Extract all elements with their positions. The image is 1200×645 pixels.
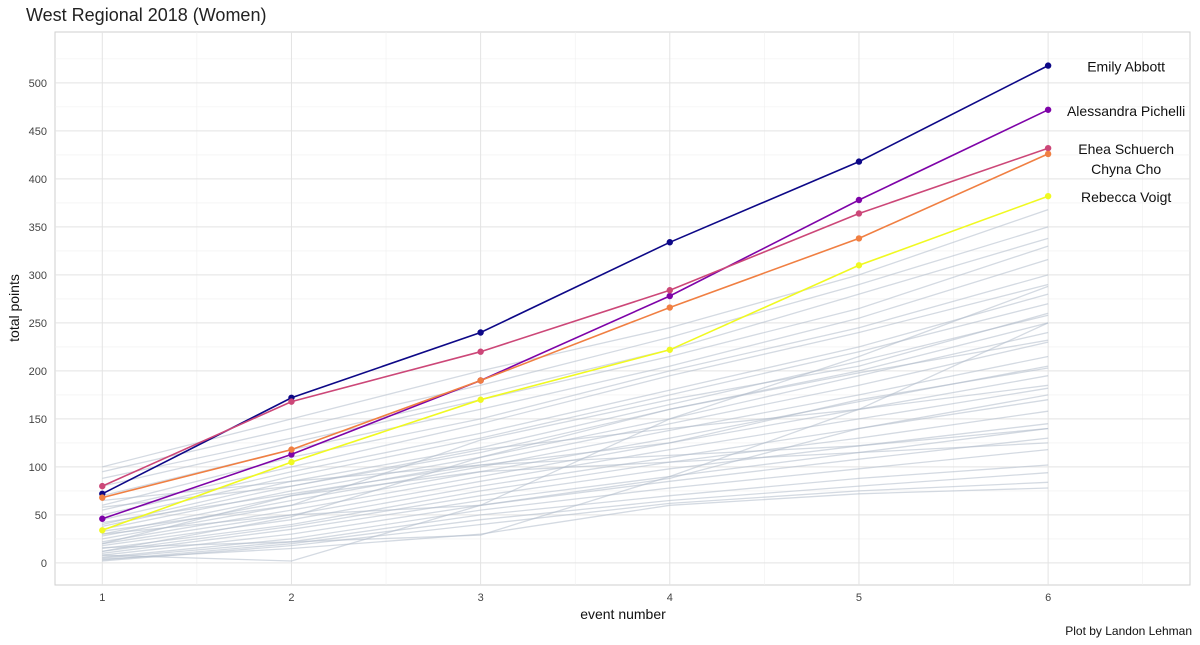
y-tick-label: 100 [29,462,47,474]
series-point [666,346,673,353]
series-line [102,153,1049,499]
series-end-label: Chyna Cho [1091,161,1161,177]
series-point [855,196,863,204]
series-line [101,64,1049,495]
background-series-line [102,427,1049,524]
series-end-label: Alessandra Pichelli [1067,103,1185,119]
series-point [1044,62,1052,69]
plot-panel [54,31,1191,586]
background-series-line [102,312,1049,532]
series-line [102,109,1049,520]
background-series-line [102,394,1049,535]
background-series-line [102,237,1049,480]
x-tick-label: 6 [1045,592,1051,604]
series-point [99,527,106,534]
chart-title: West Regional 2018 (Women) [26,5,266,25]
background-series-line [102,293,1049,516]
background-series-line [102,387,1049,545]
background-series-line [102,285,1049,562]
background-series-line [102,245,1049,487]
background-series-line [102,339,1049,553]
highlighted-series-points [99,62,1052,534]
series-point [666,292,673,300]
series-point [855,235,863,242]
series-point [666,287,673,294]
series-point [477,396,484,403]
x-tick-label: 4 [667,592,673,604]
series-point [288,451,295,458]
y-tick-label: 250 [29,318,47,330]
background-series-line [102,341,1049,535]
background-series-line [102,322,1049,549]
y-tick-label: 0 [41,558,47,570]
background-series-line [102,399,1049,547]
x-tick-label: 2 [288,592,294,604]
background-series-line [102,355,1049,537]
background-series-line [102,442,1049,545]
background-series-lines [102,208,1049,562]
series-end-label: Ehea Schuerch [1078,141,1174,157]
background-series-line [102,365,1049,540]
series-point [1044,144,1052,152]
series-point [666,304,673,311]
series-labels: Emily Abbott Alessandra Pichelli Ehea Schu… [1067,59,1185,206]
series-end-label: Emily Abbott [1087,59,1165,75]
x-tick-label: 1 [99,592,105,604]
background-series-line [102,472,1049,561]
y-tick-label: 400 [29,174,47,186]
x-tick-label: 5 [856,592,862,604]
x-axis-ticks: 1 2 3 4 5 6 [99,592,1051,604]
series-point [855,210,863,217]
y-tick-label: 150 [29,414,47,426]
series-point [477,377,484,384]
series-point [477,329,484,336]
background-series-line [102,481,1049,562]
y-tick-label: 50 [35,510,47,522]
series-point [666,239,673,246]
x-axis-label: event number [580,606,666,622]
background-series-line [102,226,1049,473]
y-tick-label: 300 [29,270,47,282]
series-point [99,515,106,522]
series-point [288,398,295,405]
series-point [855,262,863,269]
highlighted-series-lines [101,64,1049,532]
background-series-line [102,303,1049,521]
background-series-line [102,423,1049,553]
series-point [288,458,295,466]
series-line [101,147,1049,487]
x-tick-label: 3 [478,592,484,604]
series-line [102,195,1049,532]
background-series-line [102,331,1049,530]
series-point [1044,192,1052,200]
y-tick-label: 450 [29,126,47,138]
series-point [288,446,295,453]
series-point [1044,106,1052,113]
y-tick-label: 200 [29,366,47,378]
series-point [99,494,106,501]
y-tick-label: 350 [29,222,47,234]
y-axis-label: total points [6,274,22,342]
background-series-line [102,448,1049,558]
background-series-line [102,384,1049,508]
background-series-line [102,487,1049,560]
background-series-line [102,427,1049,554]
chart-caption: Plot by Landon Lehman [1065,624,1192,638]
background-series-line [102,208,1049,468]
series-point [1044,150,1052,158]
series-point [477,348,484,355]
background-series-line [102,410,1049,550]
series-point [99,482,106,490]
y-axis-ticks: 0 50 100 150 200 250 300 350 400 450 500 [29,78,47,570]
series-end-label: Rebecca Voigt [1081,189,1171,205]
y-tick-label: 500 [29,78,47,90]
series-point [855,158,863,165]
background-series-line [102,322,1049,528]
background-series-line [102,437,1049,556]
background-series-line [102,314,1049,526]
